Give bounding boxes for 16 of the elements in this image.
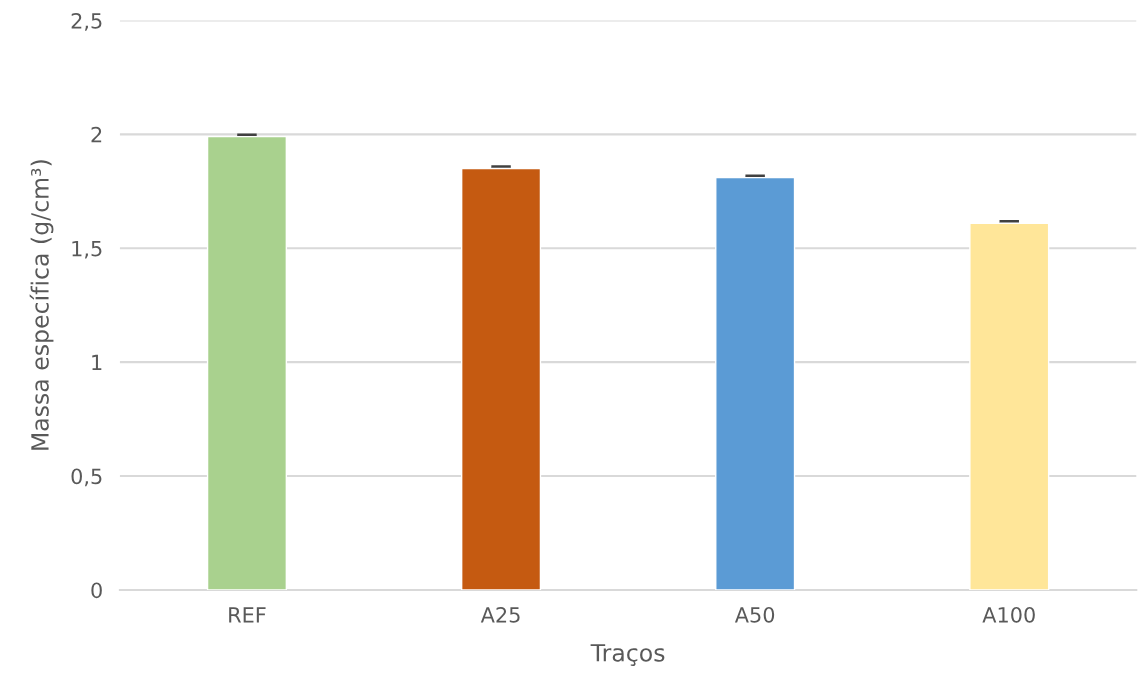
- y-tick-label: 0: [91, 582, 102, 599]
- x-tick-label: A25: [480, 606, 520, 623]
- y-axis-title: Massa específica (g/cm³): [29, 160, 54, 450]
- x-tick-label: A50: [734, 606, 775, 623]
- bar: [969, 222, 1050, 590]
- y-tick-label: 1: [92, 354, 102, 371]
- y-tick-label: 1,5: [72, 240, 102, 259]
- x-tick-label: A100: [982, 606, 1035, 623]
- bar: [206, 135, 288, 590]
- x-tick-label: REF: [229, 607, 266, 623]
- x-axis-title: Traços: [590, 644, 665, 666]
- y-tick-label: 2,5: [71, 12, 102, 31]
- y-tick-label: 0,5: [71, 468, 102, 487]
- bar: [715, 176, 796, 590]
- bar: [460, 167, 542, 590]
- y-tick-label: 2: [91, 126, 102, 143]
